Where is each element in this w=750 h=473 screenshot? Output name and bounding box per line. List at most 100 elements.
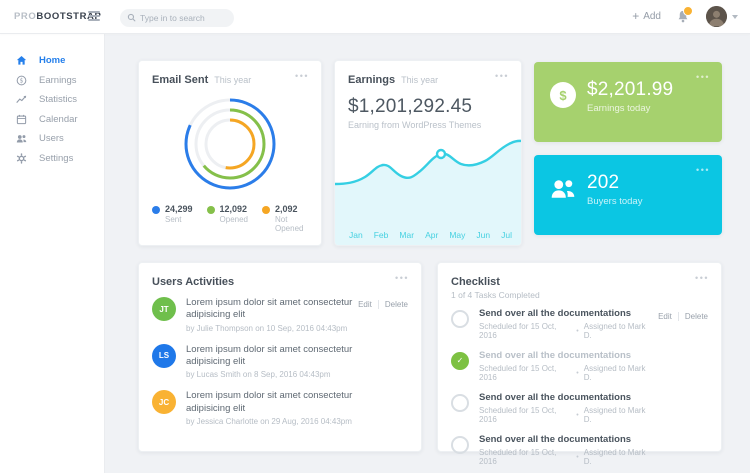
- month-label: May: [449, 230, 466, 240]
- delete-link[interactable]: Delete: [384, 300, 408, 309]
- chart-marker: [435, 148, 447, 160]
- email-donut-chart: [139, 88, 321, 200]
- divider: [377, 300, 379, 309]
- month-label: Jul: [501, 230, 512, 240]
- task-assigned: Assigned to Mark D.: [583, 363, 646, 382]
- month-label: Feb: [373, 230, 389, 240]
- user-avatar: [706, 6, 727, 27]
- checklist-card: Checklist 1 of 4 Tasks Completed ✓ Send …: [437, 262, 722, 466]
- earnings-card: Earnings This year $1,201,292.45 Earning…: [334, 60, 522, 246]
- not-opened-dot-icon: [262, 206, 270, 215]
- card-subtitle: This year: [214, 75, 252, 85]
- sidebar-item-users[interactable]: Users: [0, 129, 104, 149]
- dollar-icon: [550, 82, 576, 108]
- legend-label: Sent: [165, 214, 182, 224]
- email-sent-card: Email Sent This year 24,299 Sent 12,092 …: [138, 60, 322, 246]
- month-label: Apr: [425, 230, 439, 240]
- month-label: Mar: [399, 230, 415, 240]
- activity-item: JC Lorem ipsum dolor sit amet consectetu…: [139, 381, 421, 428]
- menu-toggle-icon[interactable]: [88, 11, 100, 21]
- task-item: ✓ Send over all the documentations Sched…: [438, 426, 721, 468]
- activity-item: LS Lorem ipsum dolor sit amet consectetu…: [139, 335, 421, 382]
- sidebar-item-statistics[interactable]: Statistics: [0, 90, 104, 110]
- earnings-icon: $: [16, 75, 32, 86]
- activity-text: Lorem ipsum dolor sit amet consectetur a…: [186, 297, 353, 321]
- more-options-icon[interactable]: [495, 71, 509, 81]
- card-title: Email Sent: [152, 74, 209, 86]
- earnings-amount: $1,201,292.45: [348, 96, 473, 117]
- legend-value: 12,092: [219, 204, 248, 215]
- avatar: JT: [152, 297, 176, 321]
- more-options-icon[interactable]: [695, 273, 709, 283]
- task-item: ✓ Send over all the documentations Sched…: [438, 300, 721, 342]
- earnings-today-label: Earnings today: [587, 103, 651, 114]
- search-input[interactable]: [120, 9, 234, 27]
- buyers-today-label: Buyers today: [587, 196, 643, 207]
- email-legend: 24,299 Sent 12,092 Opened 2,092 Not Open…: [152, 204, 315, 234]
- user-menu[interactable]: [706, 6, 738, 27]
- sidebar-item-label: Settings: [39, 152, 74, 164]
- task-checkbox[interactable]: ✓: [451, 393, 469, 412]
- sidebar-item-settings[interactable]: Settings: [0, 149, 104, 169]
- users-activities-card: Users Activities JT Lorem ipsum dolor si…: [138, 262, 422, 452]
- search-box: [120, 8, 234, 27]
- app-logo: PRO BOOTSTRAP: [14, 0, 101, 33]
- buyers-today-amount: 202: [587, 172, 620, 193]
- month-label: Jun: [476, 230, 491, 240]
- home-icon: [16, 55, 32, 66]
- more-options-icon[interactable]: [295, 71, 309, 81]
- edit-link[interactable]: Edit: [358, 300, 372, 309]
- add-button[interactable]: Add: [632, 10, 661, 23]
- task-checkbox[interactable]: ✓: [451, 310, 469, 328]
- checklist-progress: 1 of 4 Tasks Completed: [451, 290, 540, 300]
- earnings-description: Earning from WordPress Themes: [348, 120, 482, 130]
- task-scheduled: Scheduled for 15 Oct, 2016: [479, 447, 557, 466]
- notifications-button[interactable]: [676, 5, 693, 25]
- dot-separator: [576, 368, 578, 377]
- edit-link[interactable]: Edit: [658, 312, 672, 321]
- avatar: JC: [152, 390, 176, 415]
- task-item: ✓ Send over all the documentations Sched…: [438, 384, 721, 426]
- task-checkbox[interactable]: ✓: [451, 435, 469, 454]
- card-title: Earnings: [348, 74, 396, 86]
- more-options-icon[interactable]: [696, 165, 710, 175]
- sidebar-item-calendar[interactable]: Calendar: [0, 110, 104, 130]
- task-title: Send over all the documentations: [479, 308, 632, 319]
- month-label: Jan: [349, 230, 363, 240]
- logo-pre: PRO: [14, 11, 37, 22]
- activity-byline: by Julie Thompson on 10 Sep, 2016 04:43p…: [186, 323, 348, 333]
- statistics-icon: [16, 94, 32, 105]
- plus-icon: [632, 10, 639, 23]
- legend-label: Not Opened: [275, 214, 304, 234]
- card-title: Users Activities: [152, 276, 235, 288]
- dot-separator: [576, 452, 578, 461]
- buyers-today-card: 202 Buyers today: [534, 155, 722, 235]
- sidebar-item-label: Home: [39, 55, 66, 67]
- sidebar-item-home[interactable]: Home: [0, 51, 104, 71]
- task-assigned: Assigned to Mark D.: [583, 447, 646, 466]
- dot-separator: [576, 410, 578, 419]
- task-scheduled: Scheduled for 15 Oct, 2016: [479, 321, 557, 340]
- divider: [677, 312, 679, 321]
- legend-value: 2,092: [275, 204, 298, 215]
- delete-link[interactable]: Delete: [684, 312, 708, 321]
- activity-text: Lorem ipsum dolor sit amet consectetur a…: [186, 390, 353, 414]
- more-options-icon[interactable]: [696, 72, 710, 82]
- legend-value: 24,299: [165, 204, 193, 215]
- settings-icon: [16, 153, 32, 164]
- earnings-line-chart: [335, 139, 521, 245]
- svg-text:$: $: [20, 78, 24, 84]
- more-options-icon[interactable]: [395, 273, 409, 283]
- task-assigned: Assigned to Mark D.: [583, 321, 646, 340]
- sidebar-item-earnings[interactable]: $ Earnings: [0, 71, 104, 91]
- dot-separator: [576, 326, 578, 335]
- activity-byline: by Jessica Charlotte on 29 Aug, 2016 04:…: [186, 417, 352, 427]
- sidebar-item-label: Calendar: [39, 113, 78, 125]
- search-icon: [127, 13, 136, 22]
- activity-byline: by Lucas Smith on 8 Sep, 2016 04:43pm: [186, 370, 331, 380]
- task-title: Send over all the documentations: [479, 349, 632, 361]
- legend-item-opened: 12,092 Opened: [206, 204, 248, 234]
- task-checkbox[interactable]: ✓: [451, 351, 469, 370]
- task-title: Send over all the documentations: [479, 391, 632, 403]
